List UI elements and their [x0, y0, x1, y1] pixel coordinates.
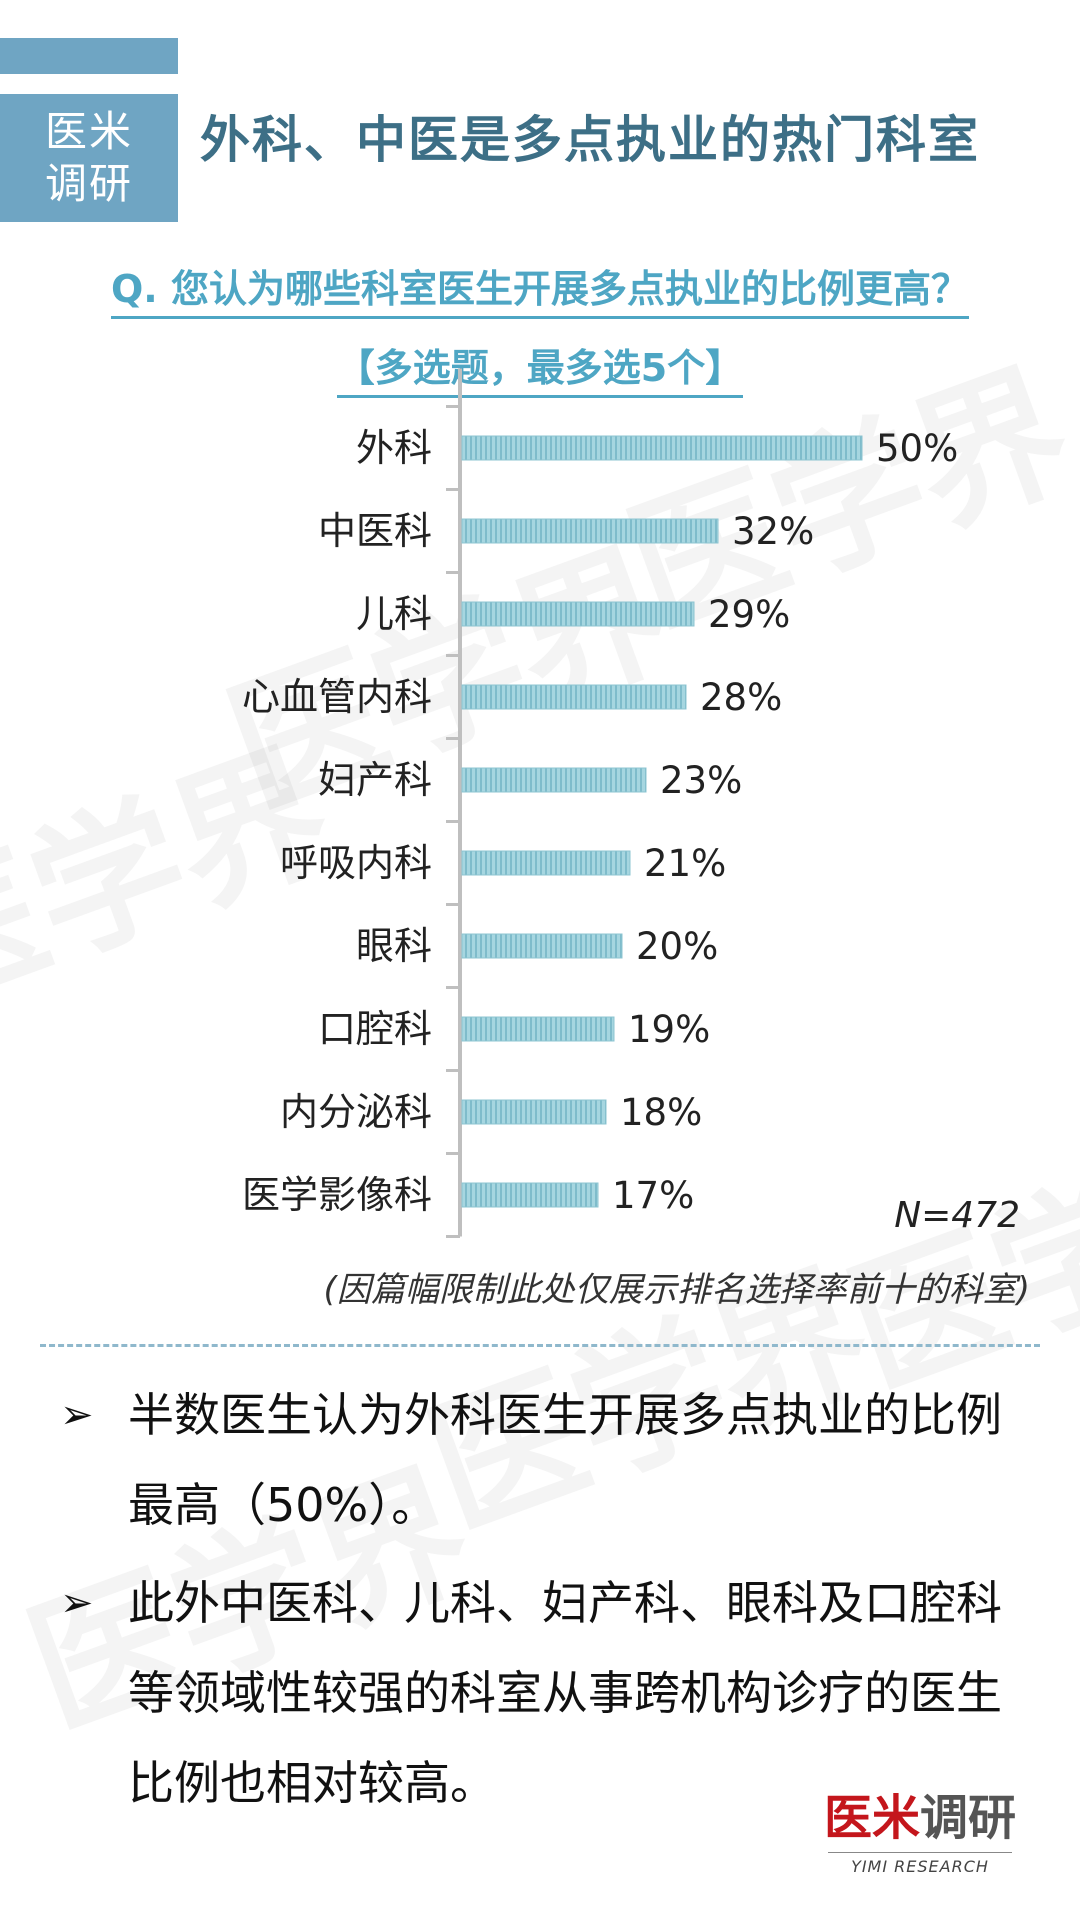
category-label: 内分泌科: [280, 1090, 432, 1134]
footer-logo-gray: 调研: [920, 1790, 1017, 1846]
category-label: 妇产科: [318, 758, 432, 802]
bar: [461, 601, 695, 627]
bar: [461, 1016, 615, 1042]
value-label: 18%: [620, 1091, 702, 1134]
question-block: Q. 您认为哪些科室医生开展多点执业的比例更高？ 【多选题，最多选5个】: [0, 264, 1080, 398]
question-subtitle: 【多选题，最多选5个】: [336, 343, 744, 398]
arrow-bullet-icon: ➢: [60, 1580, 94, 1626]
footer-logo-red: 医米: [823, 1790, 920, 1846]
category-label: 心血管内科: [242, 675, 432, 719]
category-label: 口腔科: [318, 1007, 432, 1051]
page-title: 外科、中医是多点执业的热门科室: [200, 111, 980, 169]
header-accent-strip: [0, 38, 178, 74]
value-label: 50%: [876, 427, 958, 470]
category-label: 呼吸内科: [280, 841, 432, 885]
value-label: 28%: [700, 676, 782, 719]
bullet-text: 此外中医科、儿科、妇产科、眼科及口腔科等领域性较强的科室从事跨机构诊疗的医生比例…: [128, 1576, 1002, 1810]
arrow-bullet-icon: ➢: [60, 1392, 94, 1438]
question-text: Q. 您认为哪些科室医生开展多点执业的比例更高？: [111, 264, 969, 319]
footer-logo-subtitle: YIMI RESEARCH: [828, 1852, 1012, 1876]
brand-badge: 医米 调研: [0, 94, 178, 222]
bar: [461, 684, 687, 710]
bar: [461, 1099, 607, 1125]
footer-logo: 医米调研 YIMI RESEARCH: [810, 1790, 1030, 1890]
value-label: 29%: [708, 593, 790, 636]
value-label: 21%: [644, 842, 726, 885]
footer-logo-text: 医米调研: [810, 1790, 1030, 1846]
value-label: 17%: [612, 1174, 694, 1217]
category-label: 外科: [356, 426, 432, 470]
value-label: 23%: [660, 759, 742, 802]
bar: [461, 767, 647, 793]
bullet-item: ➢ 此外中医科、儿科、妇产科、眼科及口腔科等领域性较强的科室从事跨机构诊疗的医生…: [60, 1558, 1020, 1828]
category-label: 眼科: [356, 924, 432, 968]
value-label: 20%: [636, 925, 718, 968]
bar: [461, 518, 719, 544]
bar: [461, 933, 623, 959]
brand-line-1: 医米: [44, 107, 133, 156]
sample-size-label: N=472: [894, 1195, 1020, 1236]
chart-note: (因篇幅限制此处仅展示排名选择率前十的科室): [323, 1270, 1030, 1310]
bullet-item: ➢ 半数医生认为外科医生开展多点执业的比例最高（50%）。: [60, 1370, 1020, 1550]
category-label: 儿科: [356, 592, 432, 636]
bullet-list: ➢ 半数医生认为外科医生开展多点执业的比例最高（50%）。 ➢ 此外中医科、儿科…: [60, 1370, 1020, 1836]
bullet-text: 半数医生认为外科医生开展多点执业的比例最高（50%）。: [128, 1388, 1002, 1532]
category-label: 医学影像科: [242, 1173, 432, 1217]
brand-line-2: 调研: [44, 159, 133, 208]
value-label: 32%: [732, 510, 814, 553]
bar: [461, 1182, 599, 1208]
bar: [461, 435, 863, 461]
value-label: 19%: [628, 1008, 710, 1051]
section-divider: [40, 1344, 1040, 1347]
bar: [461, 850, 631, 876]
category-label: 中医科: [318, 509, 432, 553]
